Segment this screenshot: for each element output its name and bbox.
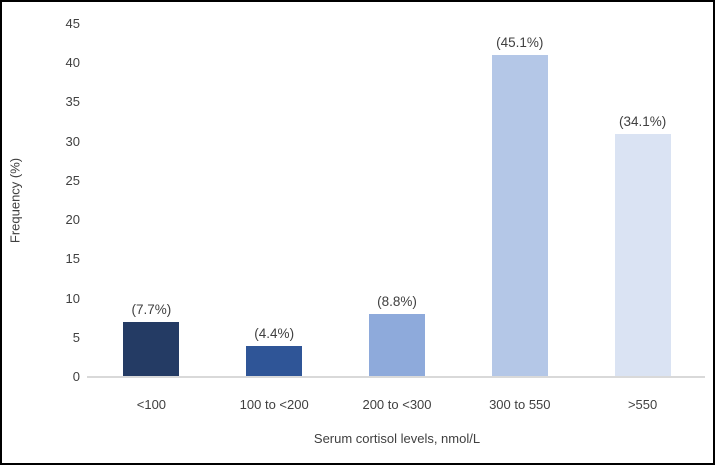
- bar-value-label: (8.8%): [377, 294, 417, 310]
- bar-200 to <300: [369, 314, 425, 377]
- x-axis-line: [87, 376, 705, 378]
- y-tick-label: 45: [65, 16, 80, 31]
- bar-100 to <200: [246, 345, 303, 377]
- x-category-label: <100: [136, 397, 167, 412]
- bar-<100: [123, 322, 180, 377]
- bar-300 to 550: [491, 55, 548, 377]
- y-tick-label: 40: [65, 55, 80, 71]
- x-category-label: 300 to 550: [489, 397, 551, 412]
- y-tick-label: 5: [72, 329, 80, 345]
- y-tick-label: 35: [65, 94, 80, 110]
- bar->550: [614, 133, 671, 377]
- y-tick-label: 25: [65, 172, 80, 188]
- y-tick-label: 0: [72, 369, 80, 384]
- bar-value-label: (7.7%): [131, 302, 172, 318]
- y-tick-label: 10: [65, 290, 80, 306]
- x-category-label: >550: [627, 397, 658, 412]
- plot-area: (7.7%) (4.4%) (8.8%) (45.1%) (34.1%): [90, 24, 704, 377]
- x-category-label: 100 to <200: [239, 397, 309, 412]
- y-axis-title: Frequency (%): [7, 157, 23, 244]
- y-tick-label: 20: [65, 212, 80, 228]
- bar-value-label: (4.4%): [254, 325, 295, 341]
- y-tick-label: 30: [65, 133, 80, 149]
- bar-value-label: (34.1%): [618, 113, 667, 129]
- x-category-label: 200 to <300: [362, 397, 432, 412]
- bar-value-label: (45.1%): [496, 35, 544, 51]
- x-axis-title: Serum cortisol levels, nmol/L: [313, 431, 481, 446]
- y-tick-label: 15: [65, 251, 80, 267]
